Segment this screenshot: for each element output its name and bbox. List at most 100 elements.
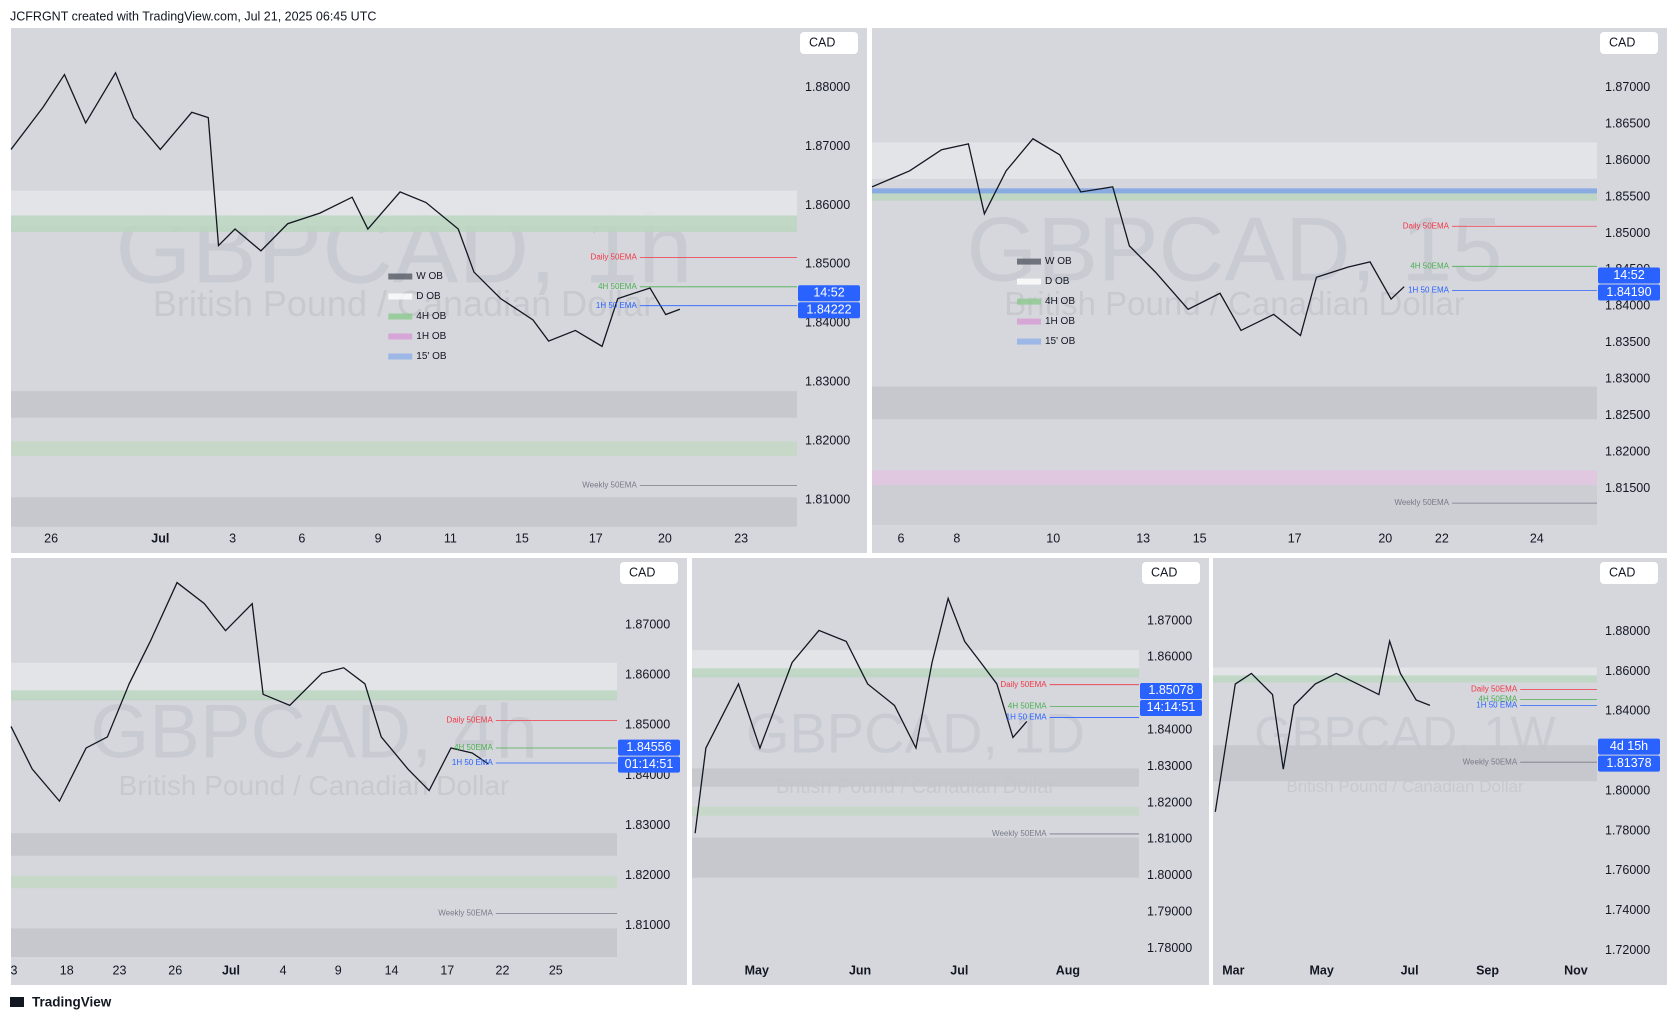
x-tick-label: 9 <box>375 531 382 545</box>
level-label: 1H 50 EMA <box>452 758 494 767</box>
y-tick-label: 1.81000 <box>805 493 850 507</box>
y-tick-label: 1.83000 <box>805 375 850 389</box>
footer: TradingView <box>32 995 112 1010</box>
y-tick-label: 1.85000 <box>625 718 670 732</box>
x-tick-label: 13 <box>1136 531 1150 545</box>
x-tick-label: Mar <box>1222 963 1244 977</box>
x-tick-label: 18 <box>60 963 74 977</box>
legend-swatch <box>1017 278 1041 285</box>
y-tick-label: 1.87000 <box>1605 80 1650 94</box>
legend-label: 4H OB <box>416 311 446 322</box>
countdown-tag <box>618 756 680 773</box>
watermark-subtitle: British Pound / Canadian Dollar <box>1286 777 1524 796</box>
level-label: 4H 50EMA <box>598 282 637 291</box>
zone <box>872 484 1597 525</box>
y-tick-label: 1.84000 <box>1605 299 1650 313</box>
level-label: 1H 50 EMA <box>1476 700 1518 709</box>
y-tick-label: 1.87000 <box>625 617 670 631</box>
currency-button[interactable] <box>1142 562 1200 584</box>
price-tag-label: 1.85078 <box>1148 683 1193 697</box>
currency: CAD <box>629 565 655 579</box>
x-tick-label: Jul <box>1401 963 1419 977</box>
x-tick-label: 17 <box>440 963 454 977</box>
x-tick-label: 8 <box>953 531 960 545</box>
price-line <box>694 596 1028 834</box>
level-label: 4H 50EMA <box>1479 694 1518 703</box>
legend-label: W OB <box>1045 256 1072 267</box>
currency-button[interactable] <box>1600 32 1658 54</box>
y-tick-label: 1.84000 <box>805 316 850 330</box>
y-tick-label: 1.81500 <box>1605 481 1650 495</box>
price-tag-label: 1.84556 <box>626 740 671 754</box>
legend-swatch <box>388 273 413 280</box>
watermark-title: GBPCAD, 4h <box>90 690 538 775</box>
logo <box>10 997 24 1007</box>
legend-swatch <box>1017 338 1041 345</box>
y-tick-label: 1.83000 <box>1147 759 1192 773</box>
level-label: Daily 50EMA <box>1000 680 1047 689</box>
zone <box>11 690 617 701</box>
y-tick-label: 1.81000 <box>625 918 670 932</box>
x-tick-label: 14 <box>385 963 399 977</box>
x-tick-label: Aug <box>1056 963 1080 977</box>
level-label: 4H 50EMA <box>454 743 493 752</box>
y-tick-label: 1.82000 <box>625 868 670 882</box>
price-tag-label: 1.84222 <box>806 303 851 317</box>
y-tick-label: 1.83000 <box>1605 372 1650 386</box>
x-tick-label: 24 <box>1530 531 1544 545</box>
y-tick-label: 1.78000 <box>1147 941 1192 955</box>
legend-swatch <box>1017 298 1041 305</box>
zone <box>692 837 1139 878</box>
y-tick-label: 1.88000 <box>1605 624 1650 638</box>
x-tick-label: Jul <box>950 963 968 977</box>
x-tick-label: May <box>745 963 769 977</box>
legend-swatch <box>388 333 413 340</box>
x-tick-label: 20 <box>658 531 672 545</box>
currency-button[interactable] <box>620 562 678 584</box>
y-tick-label: 1.80000 <box>1605 783 1650 797</box>
legend-swatch <box>388 353 413 360</box>
y-tick-label: 1.83000 <box>625 818 670 832</box>
level-label: 4H 50EMA <box>1008 702 1047 711</box>
zone <box>692 806 1139 816</box>
y-tick-label: 1.74000 <box>1605 903 1650 917</box>
price-line <box>10 71 681 348</box>
legend-label: D OB <box>416 291 441 302</box>
price-line <box>871 137 1405 337</box>
zone <box>692 768 1139 787</box>
level-label: Daily 50EMA <box>447 716 494 725</box>
x-tick-label: 3 <box>229 531 236 545</box>
countdown: 14:14:51 <box>1147 700 1196 714</box>
zone <box>11 497 797 527</box>
x-tick-label: May <box>1310 963 1334 977</box>
currency-button[interactable] <box>1600 562 1658 584</box>
price-tag <box>798 302 860 319</box>
x-tick-label: 22 <box>496 963 510 977</box>
y-tick-label: 1.80000 <box>1147 868 1192 882</box>
y-tick-label: 1.82000 <box>1147 795 1192 809</box>
level-label: 1H 50 EMA <box>1408 285 1450 294</box>
currency-button[interactable] <box>800 32 858 54</box>
y-tick-label: 1.82500 <box>1605 408 1650 422</box>
currency: CAD <box>1609 565 1635 579</box>
watermark-title: GBPCAD, 1D <box>746 701 1085 764</box>
watermark-subtitle: British Pound / Canadian Dollar <box>119 770 510 801</box>
legend-label: 15' OB <box>1045 336 1076 347</box>
level-label: Weekly 50EMA <box>1463 757 1518 766</box>
zone <box>692 668 1139 678</box>
countdown: 4d 15h <box>1610 739 1648 753</box>
y-tick-label: 1.78000 <box>1605 823 1650 837</box>
y-tick-label: 1.86000 <box>1605 664 1650 678</box>
watermark-subtitle: British Pound / Canadian Dollar <box>1004 285 1464 322</box>
x-tick-label: Jul <box>222 963 240 977</box>
y-tick-label: 1.87000 <box>805 139 850 153</box>
header: JCFRGNT created with TradingView.com, Ju… <box>10 9 376 23</box>
x-tick-label: 15 <box>515 531 529 545</box>
y-tick-label: 1.86000 <box>805 198 850 212</box>
watermark-title: GBPCAD, 15 <box>966 200 1502 301</box>
x-tick-label: Jul <box>151 531 169 545</box>
zone <box>872 188 1597 194</box>
y-tick-label: 1.76000 <box>1605 863 1650 877</box>
zone <box>11 391 797 418</box>
x-tick-label: 17 <box>589 531 603 545</box>
